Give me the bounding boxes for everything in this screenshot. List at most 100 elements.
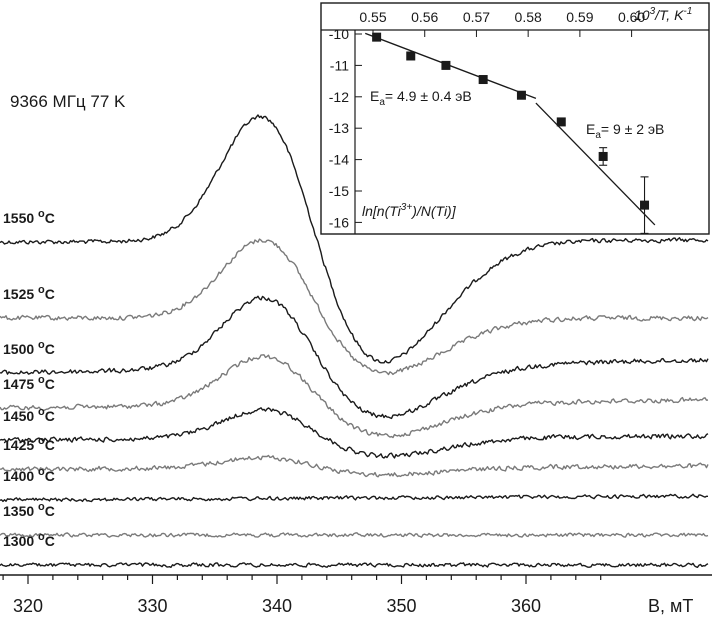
series-label-degree: o — [38, 406, 45, 418]
main-x-tick-label: 350 — [386, 596, 416, 616]
inset-y-tick-label: -14 — [329, 152, 349, 168]
spectrum-line-1475 — [0, 354, 709, 439]
inset-y-tick-label: -13 — [329, 120, 349, 136]
inset-data-point — [441, 60, 451, 70]
inset-data-point — [478, 75, 488, 85]
series-label-unit: C — [45, 408, 55, 424]
inset-y-title-b: )/N(Ti)] — [410, 203, 457, 219]
inset-x-title-sup2: -1 — [683, 6, 692, 17]
spectrum-line-1300 — [0, 562, 709, 568]
series-label-degree: o — [38, 531, 45, 543]
inset-data-point — [516, 90, 526, 100]
ea2-subscript: a — [595, 130, 601, 141]
inset-ticks: 0.55 0.56 0.57 0.58 0.59 0.60 -10 -11 -12 -13 -14 -… — [329, 9, 646, 230]
inset-x-axis-title: 103/T, K-1 — [634, 6, 692, 23]
series-label-degree: o — [38, 284, 45, 296]
series-label-degree: o — [38, 466, 45, 478]
series-label-value: 1500 — [3, 341, 38, 357]
series-label-1525: 1525 oC — [3, 284, 55, 302]
series-label-unit: C — [45, 341, 55, 357]
activation-energy-low: Ea= 4.9 ± 0.4 эВ — [370, 88, 472, 108]
series-label-value: 1350 — [3, 503, 38, 519]
series-label-unit: C — [45, 210, 55, 226]
ea2-symbol: E — [586, 121, 595, 137]
main-x-tick-label: 340 — [262, 596, 292, 616]
series-label-degree: o — [38, 435, 45, 447]
spectrum-line-1350 — [0, 532, 709, 538]
inset-y-axis-title: ln[n(Ti3+)/N(Ti)] — [362, 202, 457, 219]
series-label-degree: o — [38, 501, 45, 513]
spectra-plot — [0, 114, 709, 568]
spectrum-line-1425 — [0, 454, 709, 478]
inset-y-title-sup: 3+ — [401, 202, 413, 213]
spectrum-line-1500 — [0, 295, 709, 420]
series-label-1400: 1400 oC — [3, 466, 55, 484]
series-label-1475: 1475 oC — [3, 374, 55, 392]
series-label-1550: 1550 oC — [3, 208, 55, 226]
series-label-unit: C — [45, 376, 55, 392]
spectrum-line-1525 — [0, 238, 709, 376]
inset-x-tick-label: 0.56 — [411, 9, 438, 25]
main-x-axis-title: B, мТ — [648, 596, 693, 616]
series-label-value: 1550 — [3, 210, 38, 226]
spectrum-line-1450 — [0, 407, 709, 459]
series-label-1450: 1450 oC — [3, 406, 55, 424]
series-label-value: 1525 — [3, 286, 38, 302]
inset-fit-lines — [365, 32, 656, 226]
inset-data-point — [556, 117, 566, 127]
frequency-temperature-annotation: 9366 МГц 77 K — [10, 92, 126, 111]
inset-y-title-a: ln[n(Ti — [362, 203, 402, 219]
ea2-value: = 9 ± 2 эВ — [601, 121, 664, 137]
inset-y-tick-label: -10 — [329, 26, 349, 42]
inset-data-points — [372, 32, 650, 234]
inset-chart: 0.55 0.56 0.57 0.58 0.59 0.60-10-11-12-13-14-… — [320, 2, 710, 235]
series-label-degree: o — [38, 208, 45, 220]
inset-y-tick-label: -15 — [329, 183, 349, 199]
series-label-unit: C — [45, 503, 55, 519]
series-label-value: 1400 — [3, 468, 38, 484]
inset-x-title-sup: 3 — [650, 6, 656, 17]
ea1-value: = 4.9 ± 0.4 эВ — [385, 88, 472, 104]
inset-x-tick-label: 0.60 — [618, 9, 645, 25]
inset-x-tick-label: 0.59 — [566, 9, 593, 25]
inset-y-tick-label: -16 — [329, 214, 349, 230]
main-x-ticks: 320 330 340 350 360 — [2, 575, 602, 616]
series-label-value: 1300 — [3, 533, 38, 549]
main-x-tick-label: 360 — [511, 596, 541, 616]
series-label-unit: C — [45, 286, 55, 302]
series-label-degree: o — [38, 374, 45, 386]
inset-data-point — [640, 200, 650, 210]
spectrum-line-1400 — [0, 493, 708, 503]
inset-x-tick-label: 0.55 — [359, 9, 386, 25]
inset-x-title-rest: /T, K — [654, 7, 684, 23]
ea1-subscript: a — [379, 97, 385, 108]
inset-fit-line-2 — [535, 102, 656, 226]
inset-x-tick-label: 0.58 — [515, 9, 542, 25]
inset-x-title-base: 10 — [634, 7, 650, 23]
series-label-1425: 1425 oC — [3, 435, 55, 453]
inset-data-point — [406, 51, 416, 61]
series-label-1350: 1350 oC — [3, 501, 55, 519]
inset-y-tick-label: -11 — [330, 57, 349, 73]
series-label-1300: 1300 oC — [3, 531, 55, 549]
series-label-unit: C — [45, 468, 55, 484]
activation-energy-high: Ea= 9 ± 2 эВ — [586, 121, 664, 141]
series-label-value: 1450 — [3, 408, 38, 424]
series-label-value: 1475 — [3, 376, 38, 392]
series-label-1500: 1500 oC — [3, 339, 55, 357]
spectrum-line-1550 — [0, 114, 709, 364]
inset-fit-line-1 — [365, 32, 537, 99]
series-label-value: 1425 — [3, 437, 38, 453]
inset-data-point — [598, 151, 608, 161]
ea1-symbol: E — [370, 88, 379, 104]
inset-data-point — [372, 32, 382, 42]
series-label-unit: C — [45, 437, 55, 453]
inset-x-tick-label: 0.57 — [463, 9, 490, 25]
series-label-unit: C — [45, 533, 55, 549]
inset-y-tick-label: -12 — [329, 89, 349, 105]
main-x-tick-label: 330 — [137, 596, 167, 616]
series-label-degree: o — [38, 339, 45, 351]
main-x-tick-label: 320 — [13, 596, 43, 616]
